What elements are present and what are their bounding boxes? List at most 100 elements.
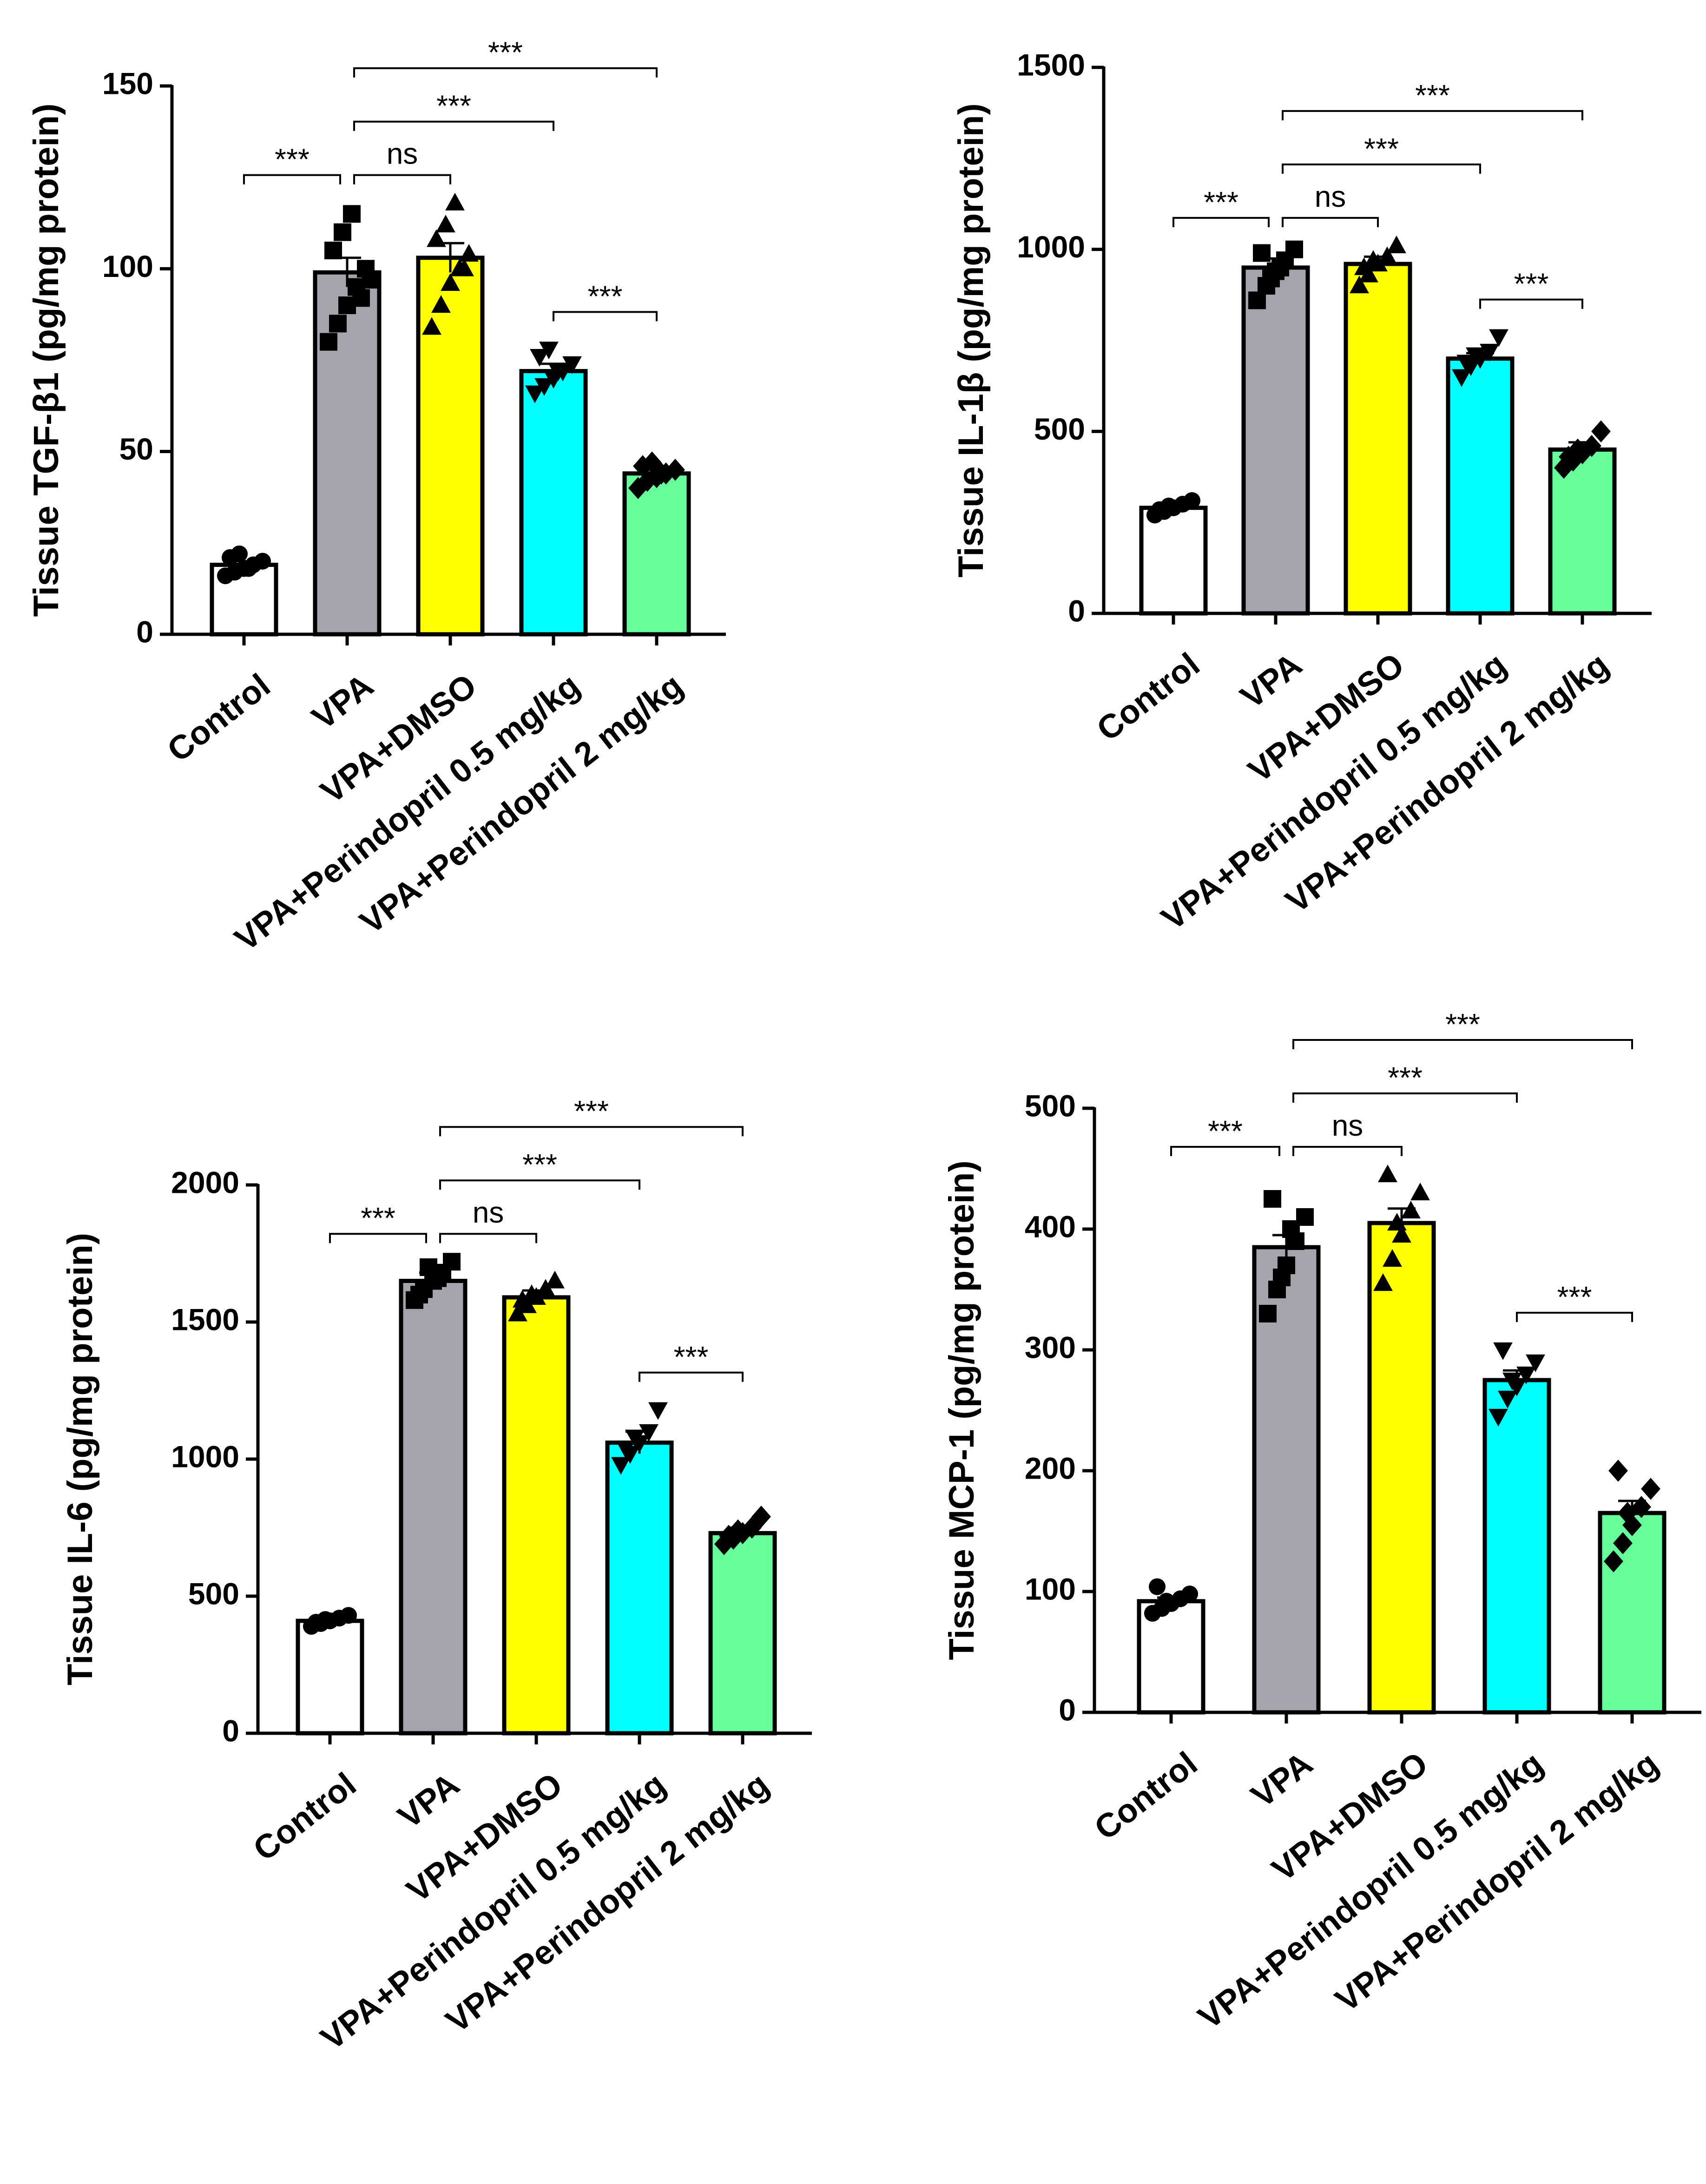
data-point: [1282, 1220, 1300, 1238]
data-point: [1498, 1390, 1517, 1408]
y-tick-label: 1000: [1017, 230, 1085, 264]
ns-label: ns: [387, 137, 418, 171]
y-tick-label: 500: [188, 1576, 239, 1611]
data-point: [1466, 347, 1485, 365]
bar-vpa-dmso: [1344, 262, 1412, 616]
y-tick-label: 0: [1059, 1692, 1076, 1727]
significance-bracket: [353, 67, 658, 78]
data-point: [1373, 1273, 1393, 1291]
data-point: [548, 363, 568, 382]
significance-bracket: [1282, 217, 1379, 227]
y-tick-label: 0: [1068, 593, 1085, 628]
y-tick-label: 2000: [171, 1165, 239, 1199]
data-point: [751, 1506, 771, 1528]
data-point: [1604, 1550, 1623, 1572]
data-point: [1363, 250, 1383, 268]
data-point: [334, 223, 351, 241]
data-point: [362, 270, 379, 289]
data-point: [1613, 1532, 1633, 1554]
significance-label: ***: [1204, 185, 1238, 219]
data-point: [1259, 1305, 1277, 1322]
bar-control: [296, 1618, 364, 1736]
data-point: [240, 560, 257, 577]
significance-label: ***: [488, 36, 523, 69]
bar-vpa-dmso: [1367, 1221, 1436, 1715]
y-tick-label: 0: [222, 1713, 239, 1748]
data-point: [352, 289, 370, 307]
data-point: [1378, 1164, 1397, 1183]
data-point: [1181, 1585, 1199, 1603]
data-point: [1183, 492, 1201, 509]
data-point: [443, 1253, 461, 1271]
significance-bracket: [1516, 1312, 1633, 1322]
data-point: [616, 1441, 635, 1459]
panel-mcp-1: Tissue MCP-1 (pg/mg protein) 0 100 200 300 40…: [942, 1007, 1701, 2036]
significance-bracket: [353, 174, 451, 184]
data-point: [1618, 1502, 1637, 1524]
x-tick-label-vpa: VPA: [305, 667, 381, 737]
data-point: [329, 315, 347, 333]
significance-bracket: [1292, 1092, 1518, 1103]
y-tick-label: 1500: [1017, 47, 1085, 82]
x-tick-label-control: Control: [160, 667, 277, 770]
y-axis-label: Tissue IL-6 (pg/mg protein): [60, 1233, 100, 1685]
bar-vpa-perindopril-0-5-mg-kg: [519, 369, 588, 637]
data-point: [320, 333, 337, 351]
bar-vpa-perindopril-0-5-mg-kg: [605, 1441, 674, 1736]
y-axis-label: Tissue IL-1β (pg/mg protein): [951, 103, 991, 577]
significance-bracket: [439, 1233, 537, 1243]
data-point: [459, 244, 479, 262]
significance-label: ***: [436, 89, 471, 123]
bar-vpa-perindopril-2-mg-kg: [708, 1531, 777, 1736]
data-point: [1489, 329, 1508, 347]
data-point: [728, 1519, 748, 1542]
y-axis-label: Tissue TGF-β1 (pg/mg protein): [26, 104, 66, 617]
data-point: [1502, 1372, 1522, 1390]
data-point: [231, 545, 248, 562]
data-point: [1489, 1408, 1508, 1427]
significance-label: ***: [674, 1340, 709, 1374]
ns-label: ns: [1315, 180, 1346, 213]
y-tick-label: 400: [1025, 1209, 1076, 1243]
significance-label: ***: [1557, 1280, 1592, 1314]
x-tick-label-control: Control: [1090, 646, 1206, 749]
panel-tgf-beta1: Tissue TGF-β1 (pg/mg protein) 0 50 100 150 Co…: [26, 36, 726, 958]
significance-bracket: [329, 1233, 427, 1243]
significance-label: ***: [275, 143, 310, 176]
data-point: [441, 273, 460, 291]
x-tick-label-vpa: VPA: [1245, 1745, 1320, 1815]
data-point: [652, 462, 671, 485]
data-point: [562, 356, 582, 374]
data-point: [639, 1424, 659, 1442]
significance-bracket: [1170, 1146, 1280, 1156]
significance-bracket: [439, 1179, 640, 1190]
significance-label: ***: [588, 279, 623, 313]
data-point: [611, 1457, 631, 1475]
data-point: [324, 242, 342, 259]
y-tick-label: 300: [1025, 1330, 1076, 1364]
significance-label: ***: [361, 1201, 395, 1235]
significance-bracket: [1292, 1146, 1403, 1156]
significance-label: ***: [1388, 1061, 1423, 1094]
data-point: [513, 1289, 532, 1308]
data-point: [1253, 244, 1271, 262]
panel-il-6: Tissue IL-6 (pg/mg protein) 0 500 1000 1500 2…: [60, 1094, 812, 2057]
data-point: [545, 1270, 565, 1289]
data-point: [1493, 1342, 1513, 1360]
data-point: [1377, 246, 1397, 264]
data-point: [665, 459, 685, 481]
significance-bracket: [553, 311, 658, 322]
significance-bracket: [1282, 163, 1481, 174]
data-point: [1264, 1190, 1281, 1208]
data-point: [1582, 434, 1601, 457]
data-point: [1271, 258, 1289, 276]
data-point: [1273, 1269, 1291, 1286]
data-point: [1350, 276, 1369, 294]
bar-control: [1139, 506, 1208, 616]
x-tick-label-control: Control: [1087, 1745, 1204, 1848]
data-point: [427, 229, 446, 247]
data-point: [525, 385, 545, 403]
data-point: [522, 1284, 541, 1303]
data-point: [316, 1611, 334, 1628]
